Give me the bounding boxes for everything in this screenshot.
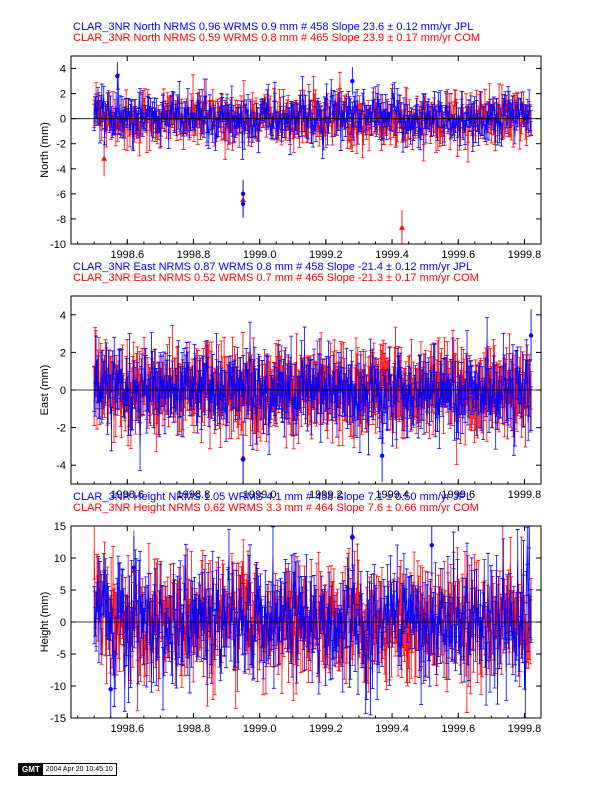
x-tick-label: 1999.8 [508,489,542,501]
outlier-point [398,224,405,230]
x-tick-label: 1999.4 [375,723,409,735]
series-height-jpl [92,526,534,718]
outlier-point [101,155,108,161]
x-tick-label: 1999.4 [375,489,409,501]
gmt-timestamp: GMT 2004 Apr 20 10:45:10 [18,763,117,776]
x-tick-label: 1999.4 [375,249,409,261]
errorbar [92,586,97,645]
series-east-jpl [92,309,534,484]
y-tick-label: -8 [56,214,66,226]
y-tick-label: 2 [60,347,66,359]
panel-north: CLAR_3NR North NRMS 0.96 WRMS 0.9 mm # 4… [39,21,542,261]
title-line-north-1: CLAR_3NR North NRMS 0.96 WRMS 0.9 mm # 4… [73,21,473,33]
x-tick-label: 1998.8 [177,723,211,735]
title-line-height-2: CLAR_3NR Height NRMS 0.62 WRMS 3.3 mm # … [73,502,479,514]
y-tick-label: 4 [60,64,66,76]
plot-area-east [92,309,534,484]
x-tick-label: 1999.0 [243,723,277,735]
outlier-point [108,687,113,692]
y-axis-label: North (mm) [39,122,51,178]
x-tick-label: 1999.2 [309,723,343,735]
errorbar [460,385,465,435]
panel-height: CLAR_3NR Height NRMS 1.05 WRMS 4.1 mm # … [39,491,542,735]
series-height-com [92,526,534,713]
panel-east: CLAR_3NR East NRMS 0.87 WRMS 0.8 mm # 45… [39,261,542,501]
y-tick-label: -2 [56,423,66,435]
y-tick-label: 10 [54,553,66,565]
outlier-point [240,457,246,462]
x-tick-label: 1998.6 [110,249,144,261]
x-tick-label: 1999.0 [243,249,277,261]
x-tick-label: 1999.8 [508,249,542,261]
y-tick-label: -10 [50,681,66,693]
y-tick-label: 0 [60,385,66,397]
series-line [93,338,532,447]
plot-area-north [92,62,534,244]
y-tick-label: 5 [60,585,66,597]
y-tick-label: 2 [60,89,66,101]
title-line-north-2: CLAR_3NR North NRMS 0.59 WRMS 0.8 mm # 4… [73,32,480,44]
timestamp-text: 2004 Apr 20 10:45:10 [42,764,116,775]
y-tick-label: -4 [56,164,66,176]
series-north-jpl [92,62,534,218]
y-tick-label: -4 [56,460,66,472]
errorbar [529,121,534,136]
errorbar [371,87,376,108]
series-line [93,526,532,692]
y-axis-label: Height (mm) [39,592,51,653]
x-tick-label: 1999.2 [309,249,343,261]
x-tick-label: 1999.0 [243,489,277,501]
outlier-point [240,201,246,207]
x-tick-label: 1998.8 [177,489,211,501]
outlier-point [131,565,137,570]
y-tick-label: -2 [56,139,66,151]
outlier-point [429,543,434,548]
plot-area-height [92,526,534,718]
x-tick-label: 1999.8 [508,723,542,735]
outlier-point [528,333,534,338]
y-tick-label: 15 [54,521,66,533]
y-tick-label: 0 [60,114,66,126]
y-tick-label: 4 [60,310,66,322]
x-tick-label: 1999.6 [441,249,475,261]
gmt-logo: GMT [19,764,43,775]
y-tick-label: 0 [60,617,66,629]
x-tick-label: 1999.6 [441,489,475,501]
x-tick-label: 1998.6 [110,489,144,501]
outlier-point [350,78,355,84]
title-line-east-1: CLAR_3NR East NRMS 0.87 WRMS 0.8 mm # 45… [73,261,472,273]
outlier-point [350,535,355,540]
y-tick-label: -10 [50,239,66,251]
y-tick-label: -5 [56,649,66,661]
title-line-height-1: CLAR_3NR Height NRMS 1.05 WRMS 4.1 mm # … [73,491,472,503]
title-line-east-2: CLAR_3NR East NRMS 0.52 WRMS 0.7 mm # 46… [73,272,479,284]
series-line [93,81,532,151]
y-axis-label: East (mm) [39,365,51,416]
x-tick-label: 1998.8 [177,249,211,261]
x-tick-label: 1999.6 [441,723,475,735]
x-tick-label: 1999.2 [309,489,343,501]
outlier-point [379,453,385,458]
y-tick-label: -6 [56,189,66,201]
outlier-point [115,73,120,79]
plot-frame [70,55,542,245]
y-tick-label: -15 [50,713,66,725]
x-tick-label: 1998.6 [110,723,144,735]
